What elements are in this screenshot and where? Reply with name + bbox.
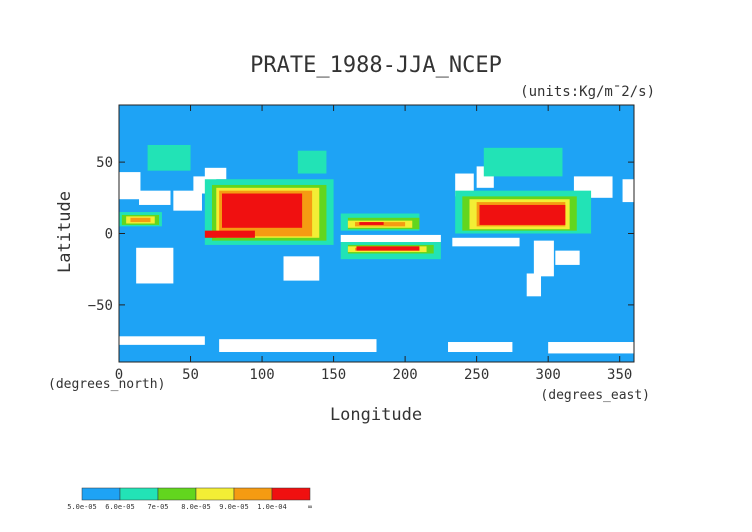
colorbar-label-1: 6.0e-05: [105, 503, 135, 511]
colorbar-label-3: 8.0e-05: [181, 503, 211, 511]
precip-region-2: [139, 190, 171, 205]
precip-region-10: [533, 240, 554, 277]
plot-area: [118, 104, 635, 363]
precip-region-11: [526, 273, 542, 297]
precipitation-field: [119, 105, 634, 362]
precip-region-43: [130, 217, 151, 223]
precip-region-6: [136, 247, 174, 284]
colorbar-swatch-0: [81, 487, 121, 501]
precip-region-16: [452, 237, 520, 247]
colorbar-label-4: 9.0e-05: [219, 503, 249, 511]
chart-title: PRATE_1988-JJA_NCEP: [250, 53, 502, 78]
precip-region-17: [119, 336, 205, 345]
axes: 0 50 100 150 200 250 300 350 50 0 −50: [88, 105, 634, 383]
x-tick-label-250: 250: [464, 367, 489, 383]
precip-region-45: [204, 230, 255, 238]
y-tick-label-50: 50: [96, 155, 113, 171]
precip-region-7: [283, 256, 320, 281]
precip-region-44: [222, 193, 303, 228]
precip-region-47: [479, 204, 566, 225]
y-tick-label--50: −50: [88, 298, 113, 314]
x-tick-label-100: 100: [249, 367, 274, 383]
precip-region-14: [622, 179, 634, 203]
precip-region-19: [448, 342, 513, 353]
x-tick-label-50: 50: [182, 367, 199, 383]
colorbar-label-2: 7e-05: [147, 503, 168, 511]
precip-region-21: [147, 144, 191, 171]
y-axis-title: Latitude: [55, 191, 75, 273]
colorbar-label-6: ∞: [308, 503, 312, 511]
units-label: (units:Kg/m¯2/s): [520, 84, 655, 100]
colorbar-swatch-4: [233, 487, 273, 501]
colorbar-label-5: 1.0e-04: [257, 503, 287, 511]
y-unit-label: (degrees_north): [48, 377, 165, 392]
precip-region-20: [548, 342, 634, 354]
colorbar-label-0: 5.0e-05: [67, 503, 97, 511]
x-axis-title: Longitude: [330, 405, 422, 425]
colorbar-swatch-5: [271, 487, 311, 501]
colorbar-swatch-2: [157, 487, 197, 501]
x-tick-label-200: 200: [392, 367, 417, 383]
precip-region-5: [204, 167, 227, 180]
precip-region-1: [119, 172, 141, 200]
colorbar-swatch-1: [119, 487, 159, 501]
y-tick-label-0: 0: [105, 227, 113, 243]
x-tick-label-350: 350: [607, 367, 632, 383]
x-tick-label-300: 300: [536, 367, 561, 383]
precip-region-12: [555, 250, 580, 265]
precip-region-28: [483, 147, 563, 177]
x-tick-label-150: 150: [321, 367, 346, 383]
precip-region-3: [173, 190, 202, 211]
precip-region-46: [356, 246, 420, 251]
colorbar: 5.0e-05 6.0e-05 7e-05 8.0e-05 9.0e-05 1.0e-04…: [67, 487, 312, 511]
x-unit-label: (degrees_east): [540, 388, 650, 403]
precip-region-48: [359, 222, 384, 225]
colorbar-swatch-3: [195, 487, 235, 501]
x-tick-label-0: 0: [115, 367, 123, 383]
precip-region-18: [219, 339, 377, 353]
precip-region-27: [297, 150, 327, 174]
precip-region-15: [340, 234, 441, 243]
